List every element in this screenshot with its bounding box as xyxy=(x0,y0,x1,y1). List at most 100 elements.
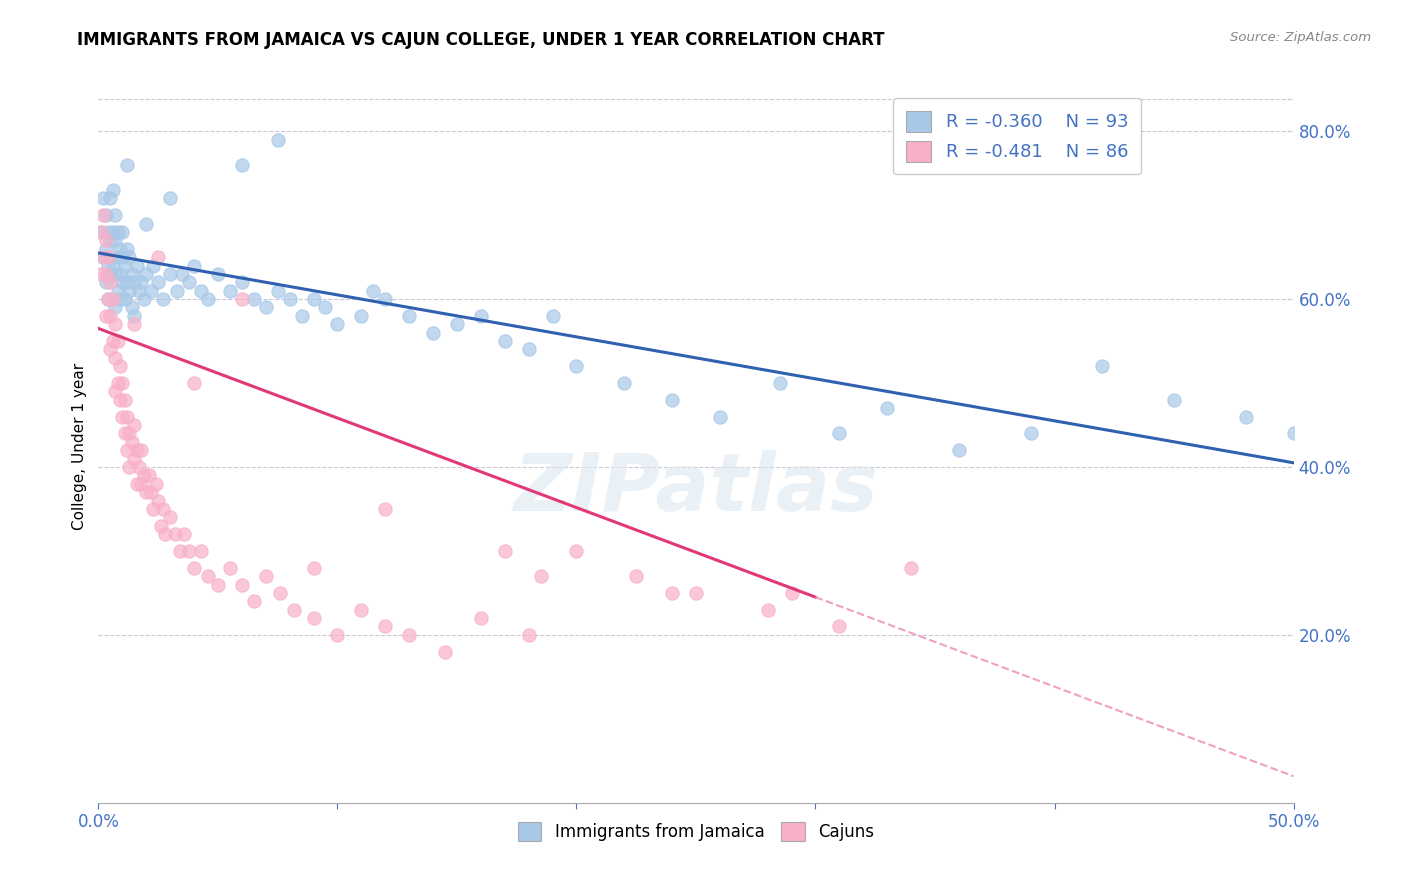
Point xyxy=(363,284,385,298)
Point xyxy=(243,594,266,608)
Point xyxy=(128,460,150,475)
Point xyxy=(115,242,138,256)
Point xyxy=(207,267,229,281)
Point xyxy=(709,409,731,424)
Point xyxy=(243,292,266,306)
Point xyxy=(115,443,138,458)
Point xyxy=(183,560,205,574)
Point xyxy=(183,376,205,390)
Point xyxy=(900,560,922,574)
Point xyxy=(124,275,146,289)
Point xyxy=(108,359,131,374)
Point xyxy=(254,569,277,583)
Point xyxy=(107,376,129,390)
Point xyxy=(115,158,138,172)
Point xyxy=(90,267,112,281)
Point xyxy=(97,292,120,306)
Point xyxy=(108,292,131,306)
Point xyxy=(434,645,457,659)
Point xyxy=(128,284,150,298)
Point xyxy=(350,603,373,617)
Point xyxy=(197,569,219,583)
Point xyxy=(111,409,134,424)
Point xyxy=(94,309,117,323)
Point xyxy=(166,284,188,298)
Point xyxy=(231,275,253,289)
Point xyxy=(104,267,127,281)
Point xyxy=(91,191,114,205)
Text: IMMIGRANTS FROM JAMAICA VS CAJUN COLLEGE, UNDER 1 YEAR CORRELATION CHART: IMMIGRANTS FROM JAMAICA VS CAJUN COLLEGE… xyxy=(77,31,884,49)
Point xyxy=(326,318,349,332)
Point xyxy=(97,225,120,239)
Point xyxy=(139,284,162,298)
Point xyxy=(118,284,141,298)
Point xyxy=(97,259,120,273)
Point xyxy=(1163,392,1185,407)
Point xyxy=(111,250,134,264)
Point xyxy=(155,527,177,541)
Point xyxy=(90,225,112,239)
Text: Source: ZipAtlas.com: Source: ZipAtlas.com xyxy=(1230,31,1371,45)
Point xyxy=(107,225,129,239)
Point xyxy=(159,510,181,524)
Point xyxy=(124,318,146,332)
Point xyxy=(104,384,127,399)
Point xyxy=(422,326,444,340)
Point xyxy=(302,611,325,625)
Point xyxy=(231,158,253,172)
Point xyxy=(374,619,396,633)
Text: ZIPatlas: ZIPatlas xyxy=(513,450,879,528)
Point xyxy=(138,468,160,483)
Point xyxy=(269,586,291,600)
Point xyxy=(125,443,148,458)
Point xyxy=(121,267,143,281)
Point xyxy=(148,250,170,264)
Point xyxy=(124,309,146,323)
Point xyxy=(207,577,229,591)
Point xyxy=(326,628,349,642)
Point xyxy=(114,259,136,273)
Point xyxy=(183,259,205,273)
Point xyxy=(494,334,516,348)
Point xyxy=(108,242,131,256)
Point xyxy=(173,527,195,541)
Point xyxy=(145,476,167,491)
Point xyxy=(179,275,201,289)
Point xyxy=(398,628,420,642)
Point xyxy=(94,242,117,256)
Point xyxy=(139,485,162,500)
Point xyxy=(374,502,396,516)
Point xyxy=(267,284,290,298)
Point xyxy=(98,267,122,281)
Point xyxy=(114,392,136,407)
Point xyxy=(135,217,157,231)
Point xyxy=(97,292,120,306)
Point xyxy=(131,275,153,289)
Point xyxy=(101,183,124,197)
Point xyxy=(104,351,127,365)
Point xyxy=(159,191,181,205)
Point xyxy=(190,544,212,558)
Point xyxy=(94,267,117,281)
Point xyxy=(104,208,127,222)
Point xyxy=(613,376,636,390)
Point xyxy=(98,191,122,205)
Point xyxy=(90,225,112,239)
Point xyxy=(780,586,803,600)
Point xyxy=(470,611,492,625)
Point xyxy=(374,292,396,306)
Point xyxy=(169,544,191,558)
Point xyxy=(111,275,134,289)
Point xyxy=(756,603,779,617)
Point xyxy=(114,426,136,441)
Point xyxy=(1019,426,1042,441)
Point xyxy=(101,259,124,273)
Point xyxy=(254,301,277,315)
Point xyxy=(142,502,165,516)
Point xyxy=(219,560,242,574)
Point xyxy=(828,426,851,441)
Point xyxy=(159,267,181,281)
Point xyxy=(149,518,172,533)
Point xyxy=(111,376,134,390)
Point xyxy=(494,544,516,558)
